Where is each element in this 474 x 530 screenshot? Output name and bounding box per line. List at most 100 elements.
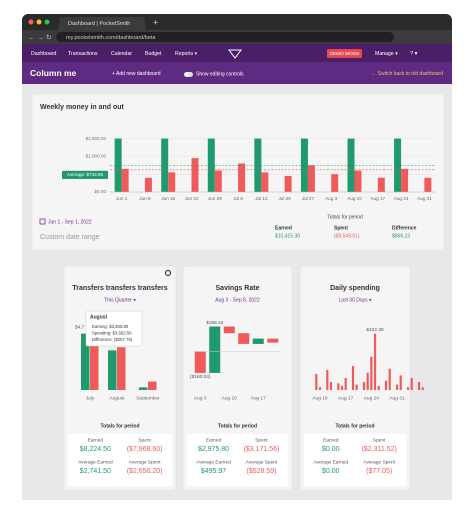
totals-label: Average Spent [363, 459, 395, 465]
totals-title: Totals for period [100, 423, 139, 429]
x-tick-label: Aug 17 [251, 395, 267, 401]
bar [108, 350, 117, 390]
tooltip-line: Earning: $3,305.80 [92, 324, 129, 329]
date-range[interactable]: Jun 1 - Sep 1, 2022 [48, 219, 92, 225]
totals-label: Difference [392, 225, 417, 231]
totals-label: Earned [88, 437, 104, 443]
bar [261, 172, 269, 192]
bar [214, 170, 222, 192]
tooltip [85, 310, 143, 347]
x-tick-label: Jun 1 [116, 196, 128, 201]
x-tick-label: Aug 17 [338, 395, 354, 401]
average-label: Average: $743.95 [67, 172, 104, 177]
bar-label: ($160.04) [190, 374, 211, 380]
card-title: Savings Rate [216, 285, 260, 292]
totals-label: Spent [255, 437, 268, 443]
nav-item[interactable]: Transactions [68, 51, 98, 57]
x-tick-label: Jul 27 [302, 196, 315, 201]
totals-label: Average Spent [246, 459, 278, 465]
bar [139, 387, 148, 390]
x-tick-label: Jun 29 [208, 196, 222, 201]
bar [117, 347, 126, 390]
dashboard-name[interactable]: Column me [30, 68, 77, 78]
zoom-button[interactable] [44, 19, 50, 25]
bar [121, 168, 129, 192]
totals-label: Spent [334, 225, 348, 231]
logo [228, 49, 242, 59]
bar [354, 170, 362, 192]
x-tick-label: Aug 24 [394, 196, 409, 201]
bar [238, 163, 246, 192]
nav-buttons[interactable]: ← → ↻ [28, 34, 52, 41]
help[interactable]: ? ▾ [410, 51, 418, 57]
bar [326, 370, 329, 390]
totals-label: Earned [275, 225, 292, 231]
x-tick-label: Aug 3 [325, 196, 337, 201]
card-period[interactable]: This Quarter ▾ [104, 297, 136, 303]
totals-label: Spent [373, 437, 386, 443]
x-tick-label: Aug 31 [389, 395, 405, 401]
new-tab[interactable]: + [153, 17, 158, 27]
range-label: Custom date range [40, 234, 100, 241]
totals-title: Totals for period [218, 423, 257, 429]
bar [307, 165, 315, 192]
minimize-button[interactable] [36, 19, 42, 25]
bar [351, 366, 355, 390]
bar [401, 168, 409, 192]
bar [424, 177, 432, 192]
totals-value: $2,741.50 [80, 468, 111, 475]
bar [191, 158, 199, 192]
close-button[interactable] [28, 19, 34, 25]
demo-badge [327, 49, 362, 58]
bar [399, 375, 402, 390]
nav-item[interactable]: Calendar [111, 51, 132, 57]
x-tick-label: July [86, 395, 95, 401]
totals-box [304, 434, 406, 486]
totals-title: Totals for period [335, 423, 374, 429]
bar [90, 343, 99, 390]
totals-label: Earned [323, 437, 339, 443]
totals-box [187, 434, 288, 486]
manage[interactable]: Manage ▾ [375, 51, 398, 57]
tooltip-line: Spending: $3,563.56 [92, 331, 132, 336]
tooltip-title: August [90, 314, 108, 320]
bar [410, 378, 413, 390]
totals-value: $866.13 [392, 233, 410, 239]
address-bar[interactable] [56, 32, 394, 42]
bar [417, 382, 421, 390]
totals-label: Earned [206, 437, 222, 443]
bar [355, 384, 358, 390]
tab-title: Dashboard | PocketSmith [68, 21, 130, 27]
bar [395, 384, 399, 390]
bar [362, 382, 366, 390]
bar [373, 333, 377, 390]
x-tick-label: Aug 10 [222, 395, 238, 401]
waterfall-bar [209, 326, 221, 373]
waterfall-bar [267, 338, 279, 343]
x-tick-label: August [110, 395, 126, 401]
nav-item[interactable]: Reports ▾ [175, 51, 198, 57]
bar [344, 378, 347, 390]
waterfall-bar [252, 338, 264, 344]
nav-item[interactable]: Dashboard [31, 51, 56, 57]
bar [337, 383, 340, 390]
nav-item[interactable]: Budget [145, 51, 162, 57]
add-dashboard[interactable]: + Add new dashboard [112, 71, 161, 77]
totals-value: $0.00 [322, 446, 340, 453]
bar-annotation: $4,7 [75, 324, 85, 330]
bar [370, 356, 373, 390]
totals-value: ($7,968.60) [127, 446, 163, 453]
totals-value: ($9,549.51) [334, 233, 360, 239]
totals-value: $10,415.30 [275, 233, 300, 239]
card-period[interactable]: Last 30 Days ▾ [338, 297, 372, 303]
bar [144, 177, 152, 192]
weekly-card [31, 93, 445, 251]
totals-value: $0.00 [322, 468, 340, 475]
settings-gear[interactable] [164, 269, 172, 277]
card-period[interactable]: Aug 3 - Sep 8, 2022 [215, 297, 260, 303]
switch-old[interactable]: ← Switch back to old dashboard [371, 71, 443, 77]
bar [366, 372, 369, 390]
bar [377, 177, 385, 192]
tab[interactable] [58, 17, 146, 30]
